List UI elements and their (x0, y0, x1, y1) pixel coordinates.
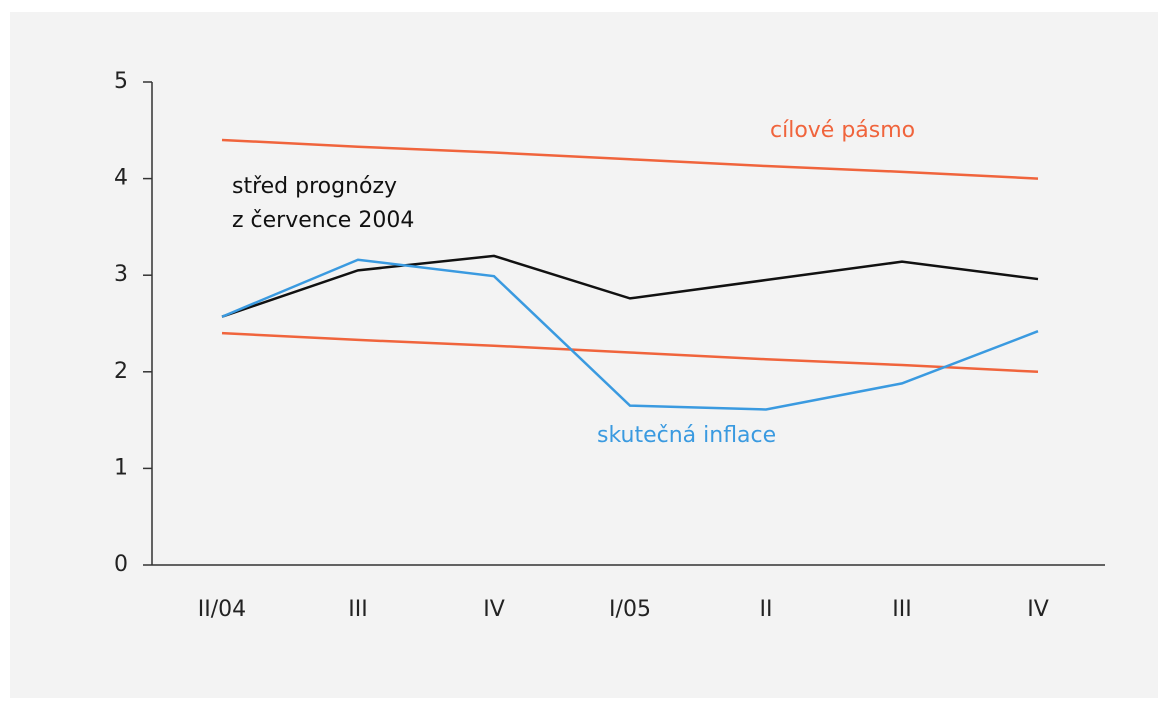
band-label: cílové pásmo (770, 118, 915, 143)
series-label: z července 2004 (232, 208, 414, 233)
x-tick-label: II (760, 597, 773, 622)
plot-panel (10, 12, 1158, 698)
x-tick-label: II/04 (198, 597, 246, 622)
y-tick-label: 5 (114, 69, 128, 94)
x-tick-label: III (892, 597, 911, 622)
x-tick-label: I/05 (609, 597, 651, 622)
y-tick-label: 1 (114, 455, 128, 480)
series-line (221, 258, 1039, 411)
series-line (221, 254, 1039, 318)
y-tick-label: 4 (114, 166, 128, 191)
band-lower-line (221, 331, 1039, 374)
y-tick-label: 0 (114, 552, 128, 577)
y-tick-label: 2 (114, 359, 128, 384)
band-upper-line (221, 138, 1039, 180)
y-tick-label: 3 (114, 262, 128, 287)
x-tick-label: IV (1027, 597, 1049, 622)
series-label: střed prognózy (232, 174, 397, 199)
x-tick-label: III (348, 597, 367, 622)
x-tick-label: IV (483, 597, 505, 622)
series-label: skutečná inflace (597, 423, 776, 448)
